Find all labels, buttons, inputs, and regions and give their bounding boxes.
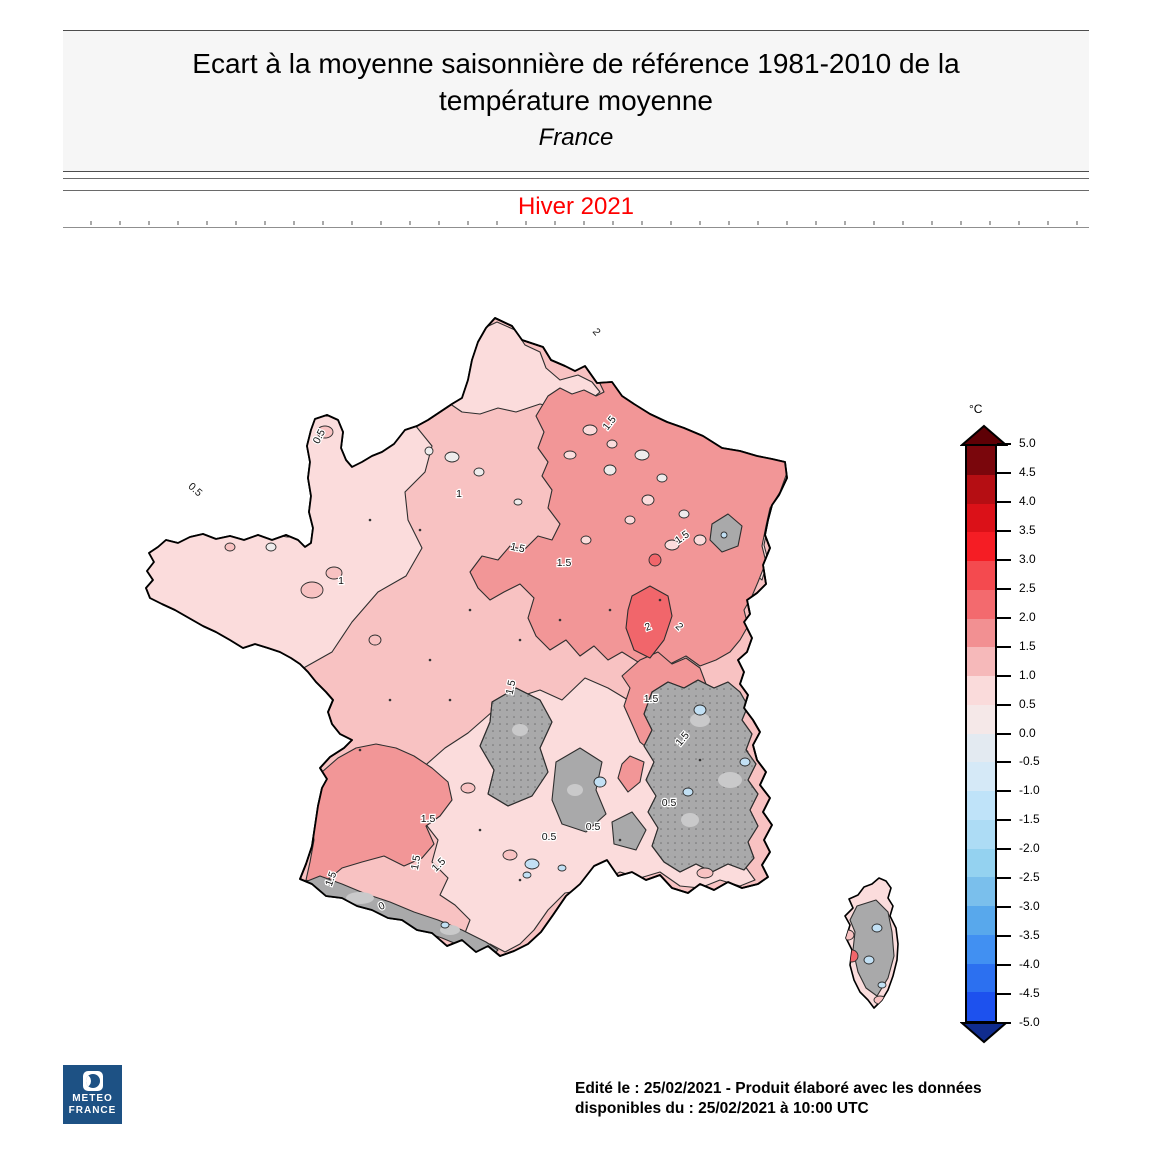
contour-label: 0.5 <box>542 831 557 843</box>
legend-segment <box>967 733 995 763</box>
legend-tick <box>997 616 1011 619</box>
tick-ruler <box>63 221 1089 228</box>
legend-tick <box>997 703 1011 706</box>
legend-unit-label: °C <box>969 402 983 416</box>
legend-tick <box>997 500 1011 503</box>
footer-line2: disponibles du : 25/02/2021 à 10:00 UTC <box>575 1100 869 1117</box>
legend-segment <box>967 934 995 964</box>
legend-segment <box>967 762 995 791</box>
legend-tick-label: 3.5 <box>1019 522 1036 537</box>
contour-label: 1.5 <box>557 557 572 569</box>
legend-segment <box>967 618 995 648</box>
legend-tick <box>997 732 1011 735</box>
legend-tick <box>997 645 1011 648</box>
period-label: Hiver 2021 <box>517 193 635 220</box>
corsica-zones <box>845 899 895 1005</box>
legend-segment <box>967 906 995 935</box>
meteo-france-globe-icon <box>82 1071 103 1091</box>
legend-tick <box>997 935 1011 938</box>
legend-tick <box>997 964 1011 967</box>
legend-segment <box>967 877 995 906</box>
legend-tick <box>997 1022 1011 1024</box>
legend-segment <box>967 791 995 820</box>
legend-tick-label: 0.5 <box>1019 696 1036 711</box>
legend-tick <box>997 993 1011 996</box>
legend-tick-label: -4.0 <box>1019 957 1040 972</box>
legend-tick-label: -5.0 <box>1019 1015 1040 1029</box>
legend-segment <box>967 503 995 533</box>
legend-arrow-down-icon <box>960 1022 1008 1044</box>
legend-segment <box>967 561 995 590</box>
legend-tick-label: 2.5 <box>1019 580 1036 595</box>
contour-label: 1.5 <box>644 693 659 705</box>
legend-segment <box>967 647 995 676</box>
legend-tick-label: -3.5 <box>1019 928 1040 943</box>
logo-text-line1: METEO <box>72 1093 113 1104</box>
legend-tick <box>997 471 1011 474</box>
station-dots <box>298 468 702 882</box>
legend-tick-label: 5.0 <box>1019 436 1036 450</box>
contour-label: 1 <box>456 488 462 500</box>
france-coastline <box>145 317 788 957</box>
contour-label: 1.5 <box>504 679 519 696</box>
legend-tick-label: -3.0 <box>1019 899 1040 914</box>
legend-segment <box>967 676 995 705</box>
contour-label: 0.5 <box>186 480 205 499</box>
legend-tick <box>997 877 1011 880</box>
legend-segment <box>967 848 995 878</box>
legend-tick-label: -0.5 <box>1019 754 1040 769</box>
legend-tick-label: 4.5 <box>1019 464 1036 479</box>
contour-label: 1.5 <box>409 854 423 871</box>
legend-tick <box>997 761 1011 764</box>
legend-tick-label: 3.0 <box>1019 551 1036 566</box>
legend-segment <box>967 963 995 993</box>
legend-tick-label: 1.0 <box>1019 667 1036 682</box>
legend-tick <box>997 906 1011 909</box>
legend-tick <box>997 587 1011 590</box>
separator-line-top <box>63 178 1089 179</box>
legend-tick-label: 1.5 <box>1019 638 1036 653</box>
legend-tick <box>997 443 1011 445</box>
legend-segment <box>967 704 995 734</box>
legend-tick-label: 0.0 <box>1019 725 1036 740</box>
legend-segment <box>967 446 995 475</box>
legend-segment <box>967 589 995 619</box>
legend-tick <box>997 819 1011 822</box>
page-title-line2: température moyenne <box>439 85 713 116</box>
legend-tick-label: -2.5 <box>1019 870 1040 885</box>
contour-label: 0.5 <box>662 797 677 809</box>
contour-label: 0.5 <box>586 821 601 833</box>
contour-label: 1.5 <box>421 813 436 825</box>
contour-label: 1 <box>338 575 344 587</box>
legend-tick <box>997 848 1011 851</box>
page-subtitle: France <box>538 124 614 151</box>
contour-label: 2 <box>590 326 603 338</box>
footer-note: Edité le : 25/02/2021 - Produit élaboré … <box>575 1079 982 1119</box>
legend-segment <box>967 532 995 561</box>
header-box: Ecart à la moyenne saisonnière de référe… <box>63 30 1089 172</box>
legend-segment <box>967 474 995 504</box>
legend-tick-label: -2.0 <box>1019 841 1040 856</box>
legend-tick-label: -1.0 <box>1019 783 1040 798</box>
legend-color-bar <box>965 444 997 1023</box>
meteo-france-logo: METEO FRANCE <box>63 1065 122 1124</box>
legend-tick <box>997 790 1011 793</box>
legend-tick-label: 4.0 <box>1019 493 1036 508</box>
footer-line1: Edité le : 25/02/2021 - Produit élaboré … <box>575 1080 982 1097</box>
legend-tick <box>997 558 1011 561</box>
logo-text-line2: FRANCE <box>68 1105 117 1116</box>
legend-segment <box>967 992 995 1021</box>
legend-tick-label: -1.5 <box>1019 812 1040 827</box>
legend-tick <box>997 529 1011 532</box>
contour-label: 1.5 <box>509 541 526 556</box>
legend-tick-label: 2.0 <box>1019 609 1036 624</box>
page-title-line1: Ecart à la moyenne saisonnière de référe… <box>192 48 960 79</box>
legend-segment <box>967 819 995 849</box>
separator-line-bottom <box>63 190 1089 191</box>
legend-tick <box>997 674 1011 677</box>
legend-tick-label: -4.5 <box>1019 986 1040 1001</box>
